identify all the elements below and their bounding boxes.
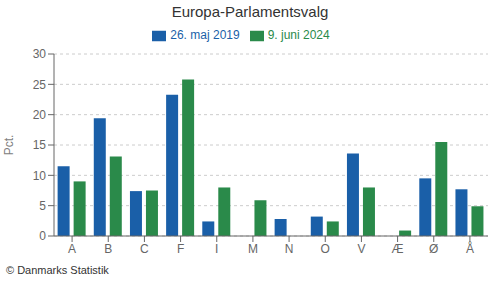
svg-text:V: V xyxy=(357,242,365,256)
svg-text:10: 10 xyxy=(33,169,47,183)
svg-text:5: 5 xyxy=(39,199,46,213)
html-text:26. maj 2019: 26. maj 2019 xyxy=(170,28,240,42)
svg-text:Å: Å xyxy=(466,241,474,256)
svg-text:30: 30 xyxy=(33,47,47,61)
svg-text:C: C xyxy=(140,242,149,256)
svg-text:15: 15 xyxy=(33,138,47,152)
svg-text:Æ: Æ xyxy=(392,242,404,256)
svg-text:M: M xyxy=(248,242,258,256)
svg-text:O: O xyxy=(321,242,330,256)
html-text:© Danmarks Statistik: © Danmarks Statistik xyxy=(6,264,109,276)
html-text:Europa-Parlamentsvalg: Europa-Parlamentsvalg xyxy=(171,3,329,20)
svg-text:20: 20 xyxy=(33,108,47,122)
svg-text:Pct.: Pct. xyxy=(8,135,16,156)
svg-text:I: I xyxy=(215,242,218,256)
svg-text:B: B xyxy=(104,242,112,256)
svg-text:F: F xyxy=(177,242,184,256)
svg-text:N: N xyxy=(285,242,294,256)
svg-text:25: 25 xyxy=(33,78,47,92)
svg-text:A: A xyxy=(68,242,76,256)
html-text:9. juni 2024: 9. juni 2024 xyxy=(267,28,330,42)
svg-text:0: 0 xyxy=(39,229,46,243)
svg-text:Ø: Ø xyxy=(429,242,438,256)
